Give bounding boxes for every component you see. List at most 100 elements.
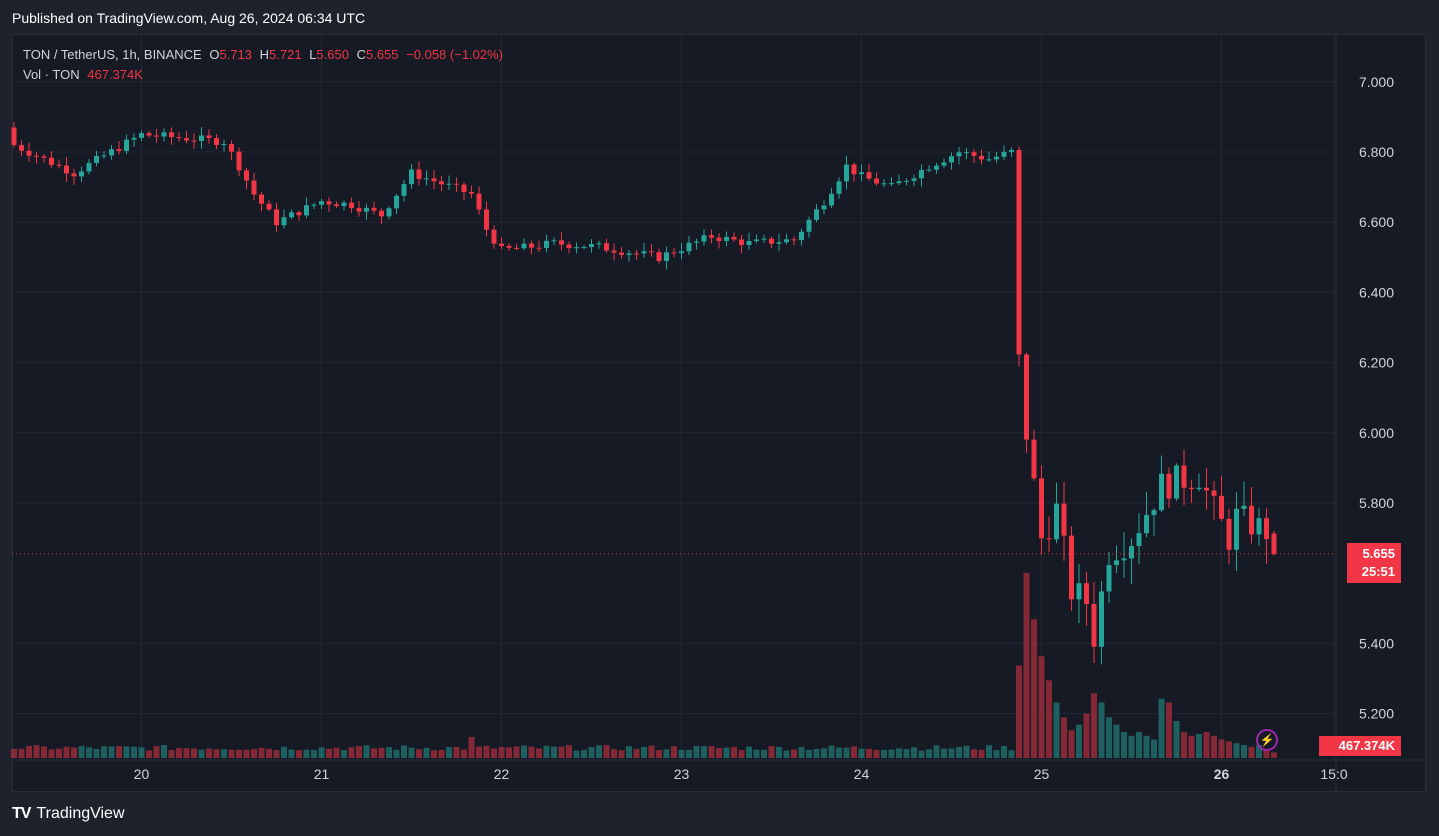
volume-bar	[446, 747, 452, 758]
candle-body	[1106, 565, 1112, 592]
volume-bar	[1038, 656, 1045, 758]
candle-body	[1219, 495, 1224, 519]
volume-bar	[183, 748, 190, 758]
x-tick-label: 21	[314, 766, 330, 782]
volume-bar	[243, 749, 250, 758]
chart-frame[interactable]	[12, 34, 1426, 792]
candle-body	[401, 184, 407, 196]
volume-bar	[746, 746, 752, 758]
y-tick-label: 6.200	[1359, 355, 1394, 371]
candle-body	[1166, 473, 1172, 499]
volume-bar	[71, 747, 77, 758]
candle-body	[49, 157, 54, 165]
candle-body	[724, 236, 729, 241]
volume-bar	[948, 748, 955, 758]
volume-bar	[1211, 735, 1217, 758]
candle-body	[746, 241, 752, 246]
volume-bar	[798, 747, 805, 758]
candle-body	[364, 207, 369, 212]
volume-bar	[768, 746, 775, 758]
candle-body	[566, 244, 572, 249]
volume-bar	[498, 746, 505, 758]
candle-body	[514, 247, 519, 249]
candle-body	[626, 253, 632, 255]
volume-bar	[1256, 745, 1262, 758]
volume-bar	[1098, 702, 1105, 758]
candle-body	[311, 204, 317, 206]
candle-body	[86, 162, 92, 172]
candle-body	[919, 169, 924, 179]
candle-body	[769, 238, 774, 244]
volume-bar	[296, 750, 302, 758]
candle-body	[304, 205, 309, 216]
candle-body	[476, 193, 482, 210]
legend-volume-row: Vol · TON 467.374K	[23, 65, 507, 85]
candle-body	[1174, 465, 1179, 499]
candle-body	[986, 159, 992, 161]
volume-bar	[1226, 741, 1232, 758]
candle-body	[686, 242, 692, 252]
brand-name: TradingView	[36, 805, 125, 822]
lightning-icon[interactable]: ⚡	[1256, 729, 1278, 751]
volume-bar	[1181, 732, 1187, 758]
candle-body	[289, 212, 294, 218]
candle-body	[416, 169, 422, 180]
volume-bar	[378, 747, 385, 758]
candle-body	[176, 137, 182, 139]
candle-body	[926, 169, 932, 171]
legend-symbol[interactable]: TON / TetherUS, 1h, BINANCE	[23, 47, 202, 62]
volume-bar	[543, 745, 550, 758]
volume-bar	[483, 745, 490, 758]
volume-bar	[1046, 680, 1052, 758]
last-price-value: 5.655	[1362, 546, 1395, 561]
volume-bar	[123, 746, 130, 758]
candle-body	[731, 236, 737, 240]
candle-body	[11, 127, 17, 146]
candle-body	[994, 156, 999, 160]
candle-body	[371, 207, 377, 211]
x-tick-label: 20	[134, 766, 150, 782]
candle-body	[1039, 478, 1044, 539]
candle-body	[379, 210, 384, 217]
published-header: Published on TradingView.com, Aug 26, 20…	[12, 10, 366, 26]
bar-countdown: 25:51	[1361, 564, 1395, 579]
volume-bar	[573, 750, 580, 758]
candle-body	[146, 133, 152, 136]
volume-bar	[1091, 693, 1097, 758]
volume-bar	[603, 745, 610, 758]
candle-body	[439, 181, 444, 185]
volume-bar	[1076, 724, 1082, 758]
candle-body	[184, 138, 189, 141]
volume-bar	[491, 748, 497, 758]
volume-bar	[1023, 573, 1030, 758]
volume-bar	[228, 749, 235, 758]
volume-bar	[993, 750, 1000, 758]
volume-bar	[438, 749, 445, 758]
candle-body	[821, 205, 827, 210]
volume-bar	[251, 749, 257, 758]
candle-body	[1009, 149, 1014, 152]
candle-body	[866, 172, 872, 179]
volume-bar	[618, 750, 625, 758]
volume-bar	[986, 745, 992, 758]
volume-bar	[41, 746, 47, 758]
candle-body	[244, 170, 249, 181]
volume-bar	[918, 750, 925, 758]
candle-body	[814, 209, 819, 220]
volume-bar	[393, 749, 400, 758]
volume-bar	[161, 745, 167, 758]
candle-body	[154, 135, 159, 137]
volume-bar	[1263, 748, 1270, 758]
legend-volume-label[interactable]: Vol · TON	[23, 67, 80, 82]
volume-bar	[933, 745, 940, 758]
candle-body	[491, 229, 497, 244]
candle-body	[34, 155, 39, 157]
volume-bar	[476, 746, 482, 758]
candle-body	[829, 193, 834, 206]
volume-bar	[213, 749, 220, 758]
volume-bar	[423, 747, 430, 758]
volume-bar	[761, 749, 767, 758]
tradingview-brand[interactable]: TV TradingView	[12, 805, 125, 823]
legend-open: O5.713	[209, 47, 252, 62]
